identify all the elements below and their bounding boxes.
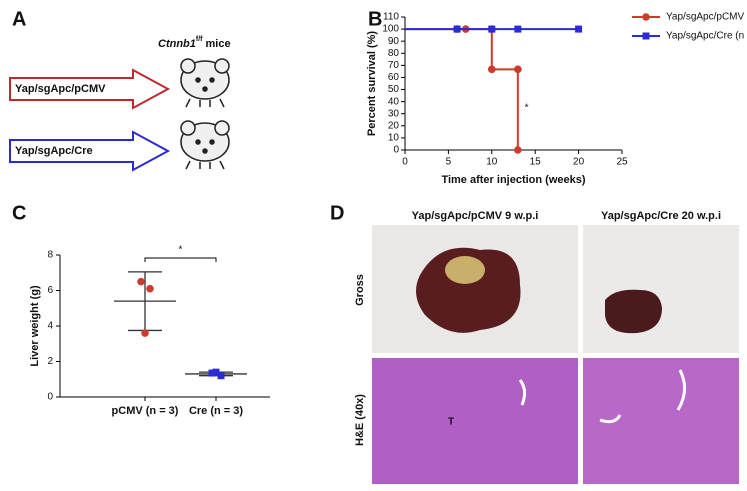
marker — [642, 13, 650, 21]
column-title: Yap/sgApc/Cre 20 w.p.i — [601, 210, 721, 222]
x-tick-label: 10 — [486, 157, 498, 168]
row-label: Gross — [354, 274, 366, 306]
marker — [642, 32, 650, 40]
genotype: f/f — [196, 36, 203, 43]
y-tick-label: 100 — [382, 24, 399, 35]
y-tick-label: 0 — [393, 145, 399, 156]
legend-label: Yap/sgApc/Cre (n = 5) — [666, 31, 747, 42]
y-tick-label: 2 — [47, 356, 53, 367]
annotation: * — [179, 245, 183, 256]
y-tick-label: 90 — [388, 36, 400, 47]
x-tick-label: 5 — [446, 157, 452, 168]
y-tick-label: 60 — [388, 72, 400, 83]
marker — [514, 25, 522, 33]
y-axis-label: Percent survival (%) — [366, 31, 378, 136]
x-tick-label: Cre (n = 3) — [189, 405, 243, 417]
panel-label: A — [12, 8, 26, 30]
marker — [488, 25, 496, 33]
marker — [575, 25, 583, 33]
he-image — [372, 358, 578, 484]
marker — [212, 368, 220, 376]
x-tick-label: 25 — [616, 157, 628, 168]
y-tick-label: 8 — [47, 250, 53, 261]
arrow — [9, 130, 171, 172]
marker — [146, 284, 154, 293]
marker — [514, 146, 522, 154]
y-axis-label: Liver weight (g) — [29, 285, 41, 367]
marker — [453, 25, 461, 33]
y-tick-label: 20 — [388, 120, 400, 131]
panel-label: D — [330, 202, 344, 224]
panel-label: B — [368, 8, 382, 30]
gene: Ctnnb1 — [158, 38, 196, 50]
y-tick-label: 80 — [388, 48, 400, 59]
arrow-label: Yap/sgApc/pCMV — [15, 83, 106, 95]
y-tick-label: 110 — [383, 12, 399, 23]
y-tick-label: 40 — [388, 96, 400, 107]
x-tick-label: 20 — [573, 157, 585, 168]
x-axis-label: Time after injection (weeks) — [441, 174, 585, 186]
tumor-label: T — [448, 417, 454, 428]
column-title: Yap/sgApc/pCMV 9 w.p.i — [412, 210, 539, 222]
x-tick-label: pCMV (n = 3) — [112, 405, 179, 417]
marker — [217, 372, 225, 380]
survival-line — [405, 28, 519, 150]
diagram-title: Ctnnb1f/f mice — [158, 36, 231, 50]
y-tick-label: 10 — [388, 133, 400, 144]
y-tick-label: 30 — [388, 108, 400, 119]
legend-label: Yap/sgApc/pCMV (n = 5) — [666, 12, 747, 23]
y-tick-label: 4 — [47, 321, 53, 332]
panel-label: C — [12, 202, 26, 224]
y-tick-label: 6 — [47, 285, 53, 296]
mouse-icon — [180, 120, 230, 170]
liver — [605, 289, 662, 334]
y-tick-label: 70 — [388, 60, 400, 71]
x-tick-label: 15 — [530, 157, 542, 168]
annotation: * — [525, 102, 529, 113]
liver — [416, 247, 521, 333]
marker — [488, 65, 496, 74]
y-tick-label: 50 — [388, 84, 400, 95]
mice: mice — [206, 38, 231, 50]
y-tick-label: 0 — [47, 392, 53, 403]
vessel — [518, 369, 686, 424]
significance-bracket — [144, 257, 217, 262]
x-tick-label: 0 — [402, 157, 408, 168]
marker — [141, 329, 149, 337]
marker — [137, 277, 145, 286]
arrow — [9, 68, 171, 110]
arrow-label: Yap/sgApc/Cre — [15, 145, 93, 157]
marker — [514, 65, 522, 74]
mouse-icon — [180, 58, 230, 108]
gross-image — [583, 225, 739, 353]
marker — [208, 369, 216, 377]
row-label: H&E (40x) — [354, 394, 366, 446]
